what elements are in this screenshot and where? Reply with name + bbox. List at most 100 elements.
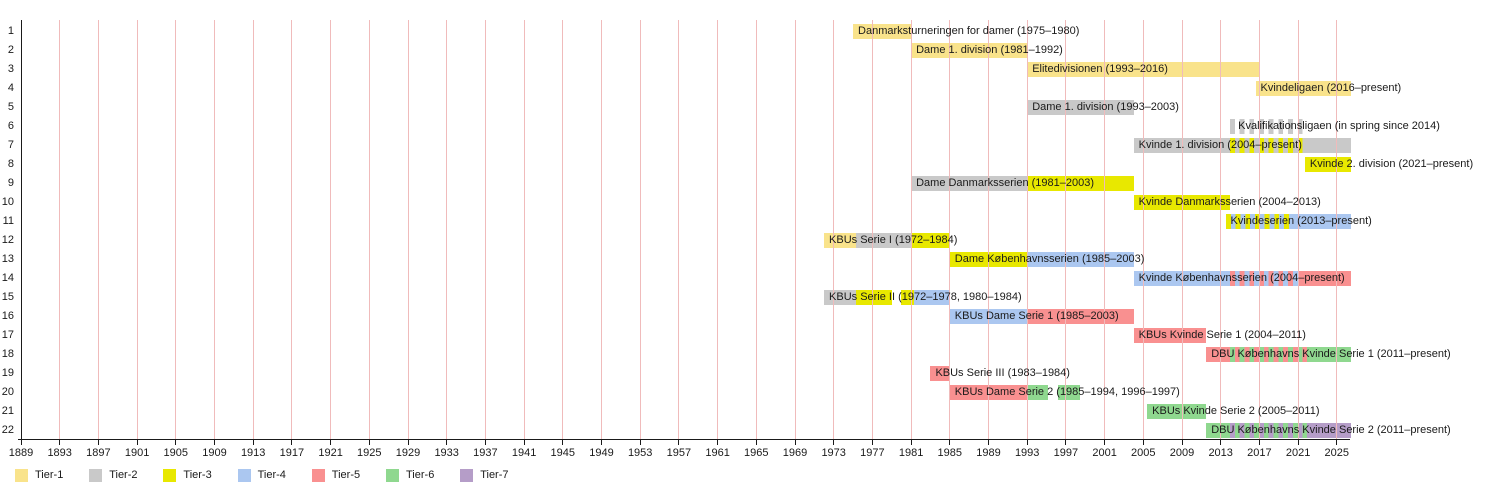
bar-label: Kvinde 1. division (2004–present) [1138,138,1302,151]
axis-year-label: 2017 [1247,447,1272,459]
axis-year-label: 1933 [434,447,459,459]
row-number: 8 [7,157,14,170]
axis-year-label: 1985 [937,447,963,459]
timeline-bar-segment [930,365,950,381]
gridline-1997 [1065,20,1067,439]
row-number: 5 [7,100,14,113]
legend-label: Tier-4 [257,469,286,481]
axis-tick-1969 [794,439,796,445]
gridline-1925 [368,20,370,439]
row-number: 10 [1,195,14,208]
axis-year-label: 1925 [357,447,382,459]
axis-year-label: 1889 [8,447,34,459]
row-number: 7 [7,138,14,151]
axis-year-label: 1949 [589,447,614,459]
legend-label: Tier-3 [183,469,212,481]
axis-tick-1957 [678,439,680,445]
gridline-2001 [1104,20,1106,439]
axis-year-label: 2021 [1285,447,1311,459]
axis-year-label: 1957 [666,447,692,459]
axis-year-label: 1893 [47,447,72,459]
gridline-1957 [678,20,680,439]
axis-tick-1961 [717,439,719,445]
gridline-1897 [97,20,99,439]
axis-year-label: 1921 [318,447,343,459]
bar-label: Kvindeserien (2013–present) [1230,214,1372,227]
timeline-bar-segment [1304,156,1352,172]
gridline-1929 [407,20,409,439]
gridline-2025 [1336,20,1338,439]
row-number: 9 [7,176,14,189]
axis-tick-1965 [755,439,757,445]
axis-tick-1929 [407,439,409,445]
timeline-bar-segment [911,232,950,248]
gridline-2021 [1297,20,1299,439]
axis-year-label: 2005 [1131,447,1156,459]
timeline-bar-segment [1225,213,1292,229]
bar-label: KBUs Serie II (1972–1978, 1980–1984) [829,290,1022,303]
gridline-1993 [1026,20,1028,439]
axis-tick-1933 [446,439,448,445]
axis-tick-1945 [562,439,564,445]
timeline-bar-segment [1058,384,1081,400]
axis-year-label: 1897 [86,447,111,459]
axis-year-label: 2013 [1208,447,1233,459]
row-number: 18 [1,347,14,360]
gridline-1989 [988,20,989,439]
timeline-bar-segment [1206,422,1231,438]
axis-year-label: 1929 [395,447,421,459]
row-number: 13 [1,252,14,265]
timeline-bar-segment [1306,137,1352,153]
axis-tick-1937 [484,439,486,445]
timeline-bar-segment [1147,403,1207,419]
gridline-2005 [1142,20,1144,439]
timeline-bar-segment [1301,270,1352,286]
row-number: 21 [1,404,14,417]
tier3-swatch [163,469,177,482]
gridline-1973 [833,20,835,439]
axis-tick-1893 [59,439,61,445]
bar-label: Dame 1. division (1993–2003) [1032,100,1179,113]
gridline-1921 [330,20,332,439]
row-number: 14 [1,271,14,284]
gridline-1965 [755,20,757,439]
timeline-bar-segment [1255,80,1352,96]
axis-tick-2025 [1336,439,1338,445]
gridline-1909 [214,20,215,439]
timeline-bar-segment [1027,251,1134,267]
timeline-bar-segment [824,232,856,248]
gridline-1949 [601,20,602,439]
gridline-1941 [523,20,525,439]
gridline-1917 [291,20,293,439]
bar-label: Dame 1. division (1981–1992) [916,43,1063,56]
row-number: 3 [7,62,14,75]
axis-tick-2005 [1142,439,1144,445]
bar-label: KBUs Serie I (1972–1984) [829,233,958,246]
gridline-1889 [20,20,22,439]
axis-year-label: 1993 [1014,447,1040,459]
row-number: 12 [1,233,14,246]
gridline-1953 [639,20,641,439]
timeline-bar-segment [1230,270,1301,286]
row-number: 1 [7,24,14,37]
timeline-bar-segment [911,42,1028,58]
gridline-1961 [717,20,719,439]
axis-tick-1993 [1026,439,1028,445]
axis-tick-1981 [910,439,912,445]
axis-tick-1941 [523,439,525,445]
axis-tick-1977 [871,439,873,445]
gridline-1945 [562,20,564,439]
gridline-1893 [59,20,61,439]
axis-tick-1921 [330,439,332,445]
bar-label: KBUs Dame Serie 1 (1985–2003) [954,309,1119,322]
axis-tick-1901 [136,439,138,445]
axis-year-label: 1937 [473,447,498,459]
tier1-swatch [15,469,28,482]
axis-year-label: 1981 [898,447,924,459]
axis-tick-1989 [988,439,989,445]
gridline-1905 [175,20,177,439]
bar-label: Kvalifikationsligaen (in spring since 20… [1238,119,1440,132]
bar-label: Dame Danmarksserien (1981–2003) [916,176,1095,189]
gridline-1969 [794,20,796,439]
